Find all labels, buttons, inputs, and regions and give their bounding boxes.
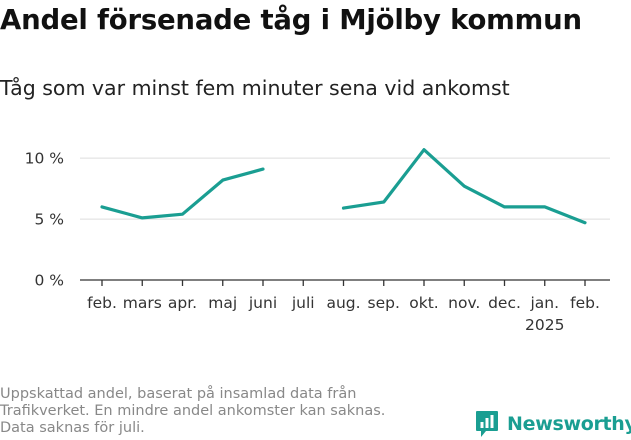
x-tick-label: feb.	[570, 294, 600, 312]
footnote-line: Trafikverket. En mindre andel ankomster …	[0, 403, 386, 419]
x-tick-label: apr.	[168, 294, 197, 312]
series-line	[341, 148, 587, 225]
x-tick-label: okt.	[409, 294, 438, 312]
x-tick-label: mars	[123, 294, 162, 312]
x-tick-label: sep.	[368, 294, 400, 312]
footnote-line: Data saknas för juli.	[0, 420, 145, 436]
chart-subtitle: Tåg som var minst fem minuter sena vid a…	[0, 76, 510, 100]
gridlines	[80, 157, 610, 220]
x-tick-label: feb.	[87, 294, 117, 312]
x-tick-label: maj	[208, 294, 237, 312]
series-layer	[100, 148, 587, 225]
line-chart: 0 % 5 % 10 % feb. mars apr. maj juni juli aug. se…	[25, 148, 610, 334]
y-tick-label: 5 %	[34, 211, 64, 229]
y-tick-label: 10 %	[25, 150, 64, 168]
brand-logo: Newsworthy	[475, 408, 631, 440]
x-tick-label: jan.	[529, 294, 559, 312]
x-tick-label: dec.	[488, 294, 521, 312]
chart-title: Andel försenade tåg i Mjölby kommun	[0, 4, 582, 36]
x-year-label: 2025	[525, 316, 564, 334]
y-tick-labels: 0 % 5 % 10 %	[25, 150, 64, 290]
y-tick-label: 0 %	[34, 272, 64, 290]
series-line	[100, 167, 265, 220]
x-tick-labels: feb. mars apr. maj juni juli aug. sep. okt. nov. d…	[87, 294, 600, 334]
newsworthy-logo-icon	[476, 411, 498, 437]
x-tick-label: aug.	[326, 294, 360, 312]
brand-name: Newsworthy	[507, 413, 631, 435]
x-tick-label: juli	[291, 294, 315, 312]
footnote: Uppskattad andel, baserat på insamlad da…	[0, 386, 440, 437]
x-axis	[80, 279, 610, 286]
x-tick-label: nov.	[448, 294, 480, 312]
x-tick-label: juni	[248, 294, 277, 312]
footnote-line: Uppskattad andel, baserat på insamlad da…	[0, 386, 357, 402]
